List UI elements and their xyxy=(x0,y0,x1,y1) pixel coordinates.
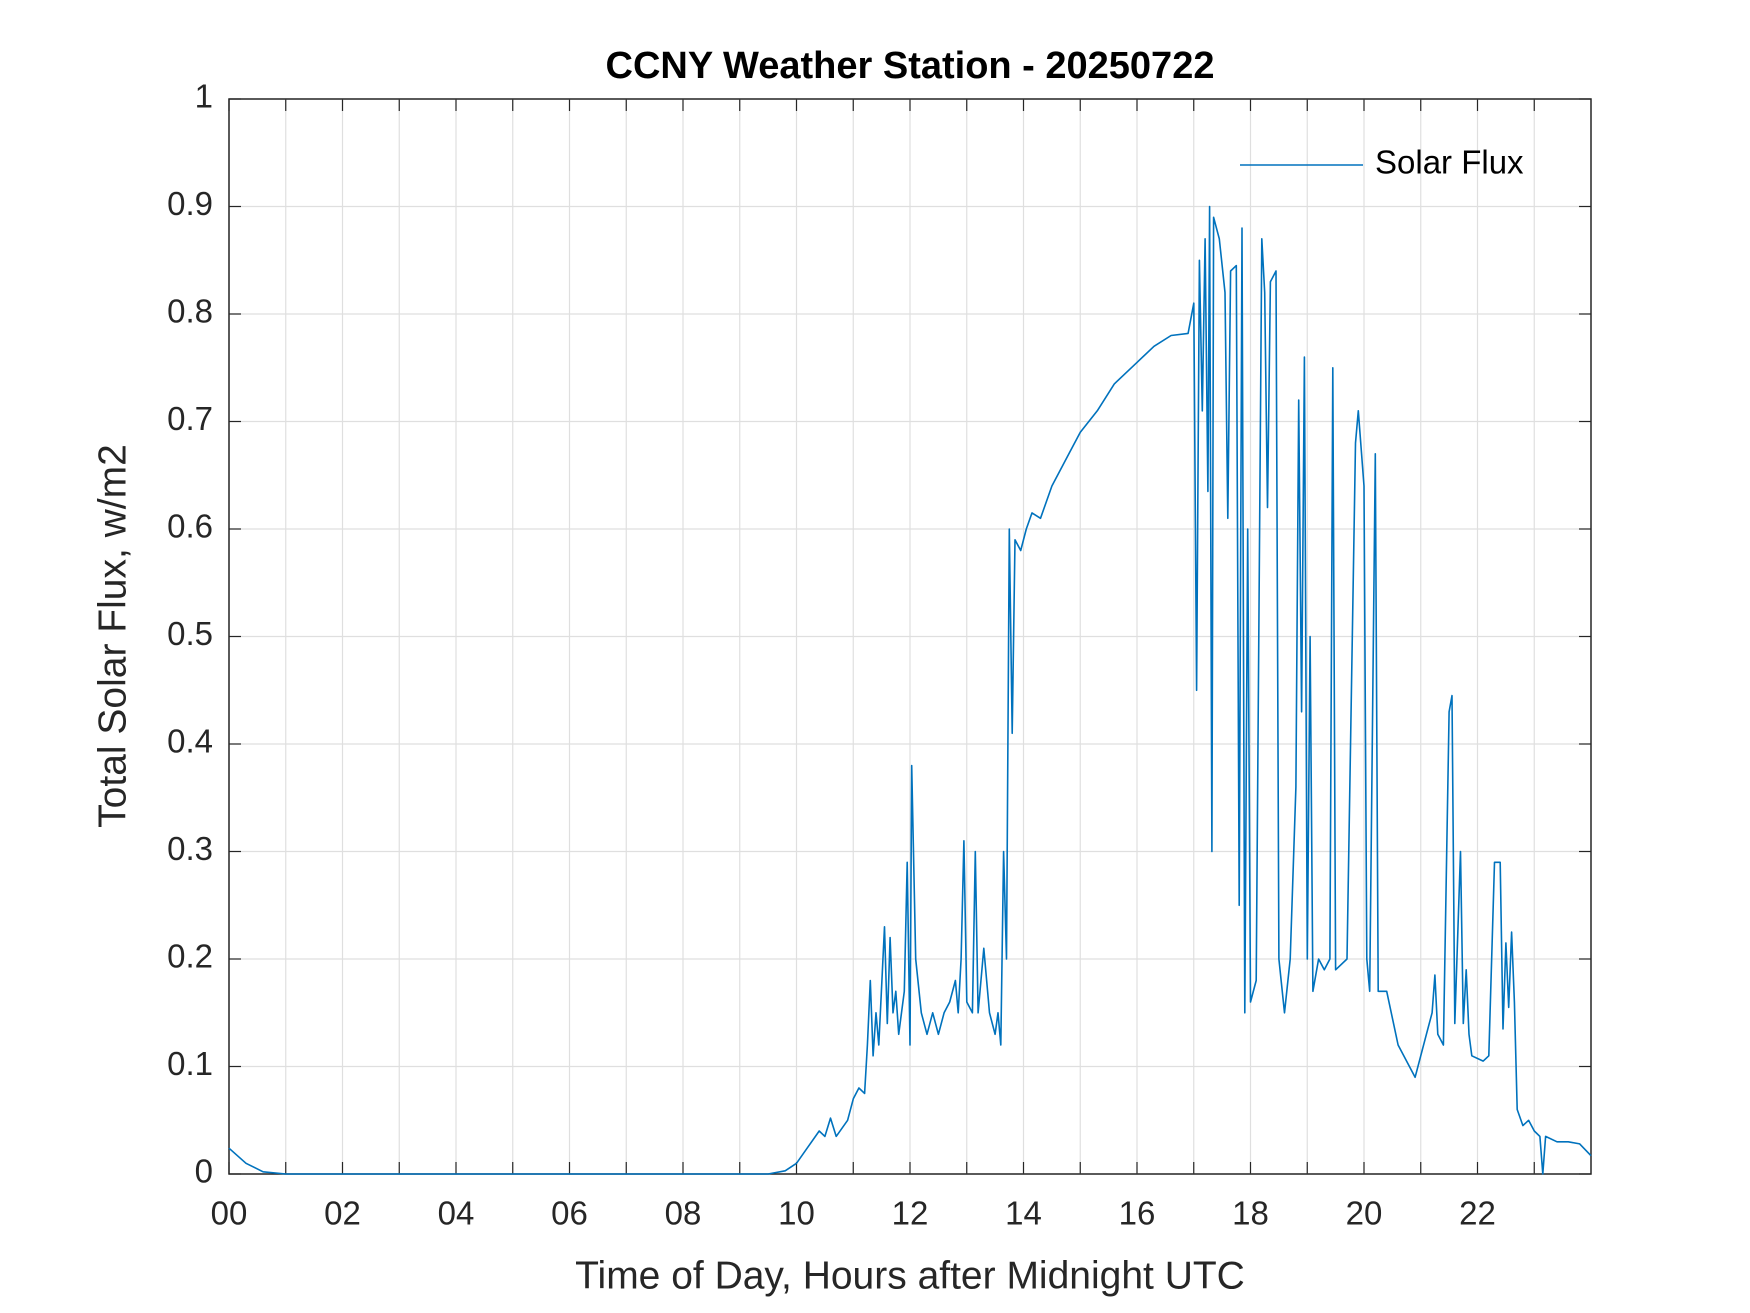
x-tick-label: 12 xyxy=(892,1195,929,1232)
x-tick-label: 06 xyxy=(551,1195,588,1232)
x-tick-label: 00 xyxy=(211,1195,248,1232)
data-line xyxy=(228,205,1592,1175)
x-tick-label: 20 xyxy=(1346,1195,1383,1232)
y-axis-label: Total Solar Flux, w/m2 xyxy=(91,444,134,828)
y-tick-label: 0.7 xyxy=(167,400,213,437)
x-axis-label: Time of Day, Hours after Midnight UTC xyxy=(575,1254,1245,1297)
y-tick-label: 0.4 xyxy=(167,723,213,760)
y-tick-label: 0.9 xyxy=(167,185,213,222)
x-tick-label: 18 xyxy=(1232,1195,1269,1232)
x-tick-label: 16 xyxy=(1119,1195,1156,1232)
x-tick-label: 04 xyxy=(438,1195,475,1232)
y-tick-label: 1 xyxy=(195,78,213,115)
y-tick-label: 0.3 xyxy=(167,830,213,867)
x-tick-label: 08 xyxy=(665,1195,702,1232)
x-tick-label: 10 xyxy=(778,1195,815,1232)
legend-label: Solar Flux xyxy=(1375,144,1524,181)
y-tick-label: 0.8 xyxy=(167,293,213,330)
x-tick-label: 14 xyxy=(1005,1195,1042,1232)
y-tick-label: 0.2 xyxy=(167,938,213,975)
plot-frame xyxy=(228,98,1592,1175)
y-tick-label: 0.6 xyxy=(167,508,213,545)
y-tick-label: 0 xyxy=(195,1153,213,1190)
chart-title: CCNY Weather Station - 20250722 xyxy=(606,45,1215,87)
x-tick-label: 02 xyxy=(324,1195,361,1232)
y-tick-label: 0.1 xyxy=(167,1045,213,1082)
x-tick-label: 22 xyxy=(1459,1195,1496,1232)
y-tick-label: 0.5 xyxy=(167,615,213,652)
